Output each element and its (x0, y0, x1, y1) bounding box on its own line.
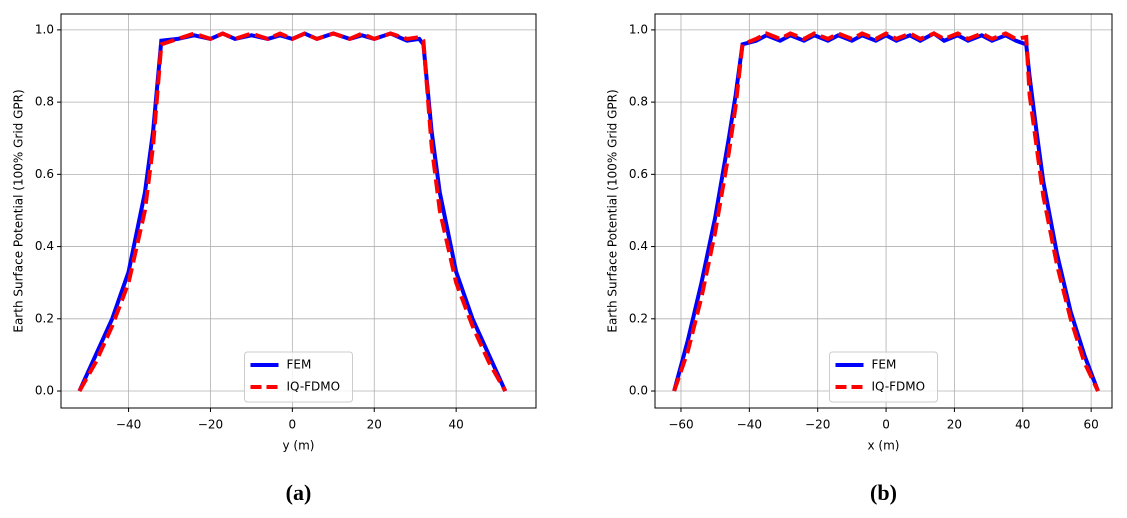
x-tick-label: −40 (116, 418, 141, 432)
series-line (672, 31, 1100, 392)
y-axis-label: Earth Surface Potential (100% Grid GPR) (606, 89, 620, 332)
chart: 0.0 0.2 0.4 0.6 0.8 1.0 −60 −40 −20 0 20 40 60 x (m) E… (606, 13, 1113, 505)
x-tick-label: −20 (198, 418, 223, 432)
series-line (672, 31, 1100, 392)
y-tick-label: 1.0 (629, 22, 648, 36)
legend: FEM IQ-FDMO (829, 351, 938, 403)
x-tick-label: 0 (882, 418, 890, 432)
y-tick-label: 0.4 (35, 239, 54, 253)
caption: (b) (870, 480, 897, 505)
legend-label: IQ-FDMO (872, 380, 926, 394)
legend-label: IQ-FDMO (287, 380, 341, 394)
x-tick-label: −40 (737, 418, 762, 432)
y-tick-label: 0.2 (35, 311, 54, 325)
y-tick-label: 1.0 (35, 22, 54, 36)
x-tick-label: 40 (1015, 418, 1030, 432)
y-tick-label: 0.8 (35, 95, 54, 109)
legend-label: FEM (872, 358, 897, 372)
x-axis-label: x (m) (868, 439, 900, 453)
x-axis-label: y (m) (283, 439, 315, 453)
x-tick-label: −20 (805, 418, 830, 432)
x-tick-label: −60 (668, 418, 693, 432)
legend: FEM IQ-FDMO (244, 351, 353, 403)
x-tick-label: 0 (289, 418, 297, 432)
y-tick-label: 0.2 (629, 311, 648, 325)
x-tick-label: 20 (367, 418, 382, 432)
series-line (77, 31, 508, 393)
y-tick-label: 0.8 (629, 95, 648, 109)
plot-frame (654, 13, 1113, 409)
y-axis-label: Earth Surface Potential (100% Grid GPR) (12, 89, 26, 332)
legend-label: FEM (287, 358, 312, 372)
x-tick-label: 20 (947, 418, 962, 432)
y-tick-label: 0.4 (629, 239, 648, 253)
y-tick-label: 0.0 (629, 384, 648, 398)
chart: 0.0 0.2 0.4 0.6 0.8 1.0 −40 −20 0 20 40 y (m) Earth … (12, 13, 537, 505)
caption: (a) (286, 480, 312, 505)
y-tick-label: 0.0 (35, 384, 54, 398)
plot-frame (60, 13, 537, 409)
y-tick-label: 0.6 (35, 167, 54, 181)
x-tick-label: 40 (449, 418, 464, 432)
x-tick-label: 60 (1084, 418, 1099, 432)
y-tick-label: 0.6 (629, 167, 648, 181)
